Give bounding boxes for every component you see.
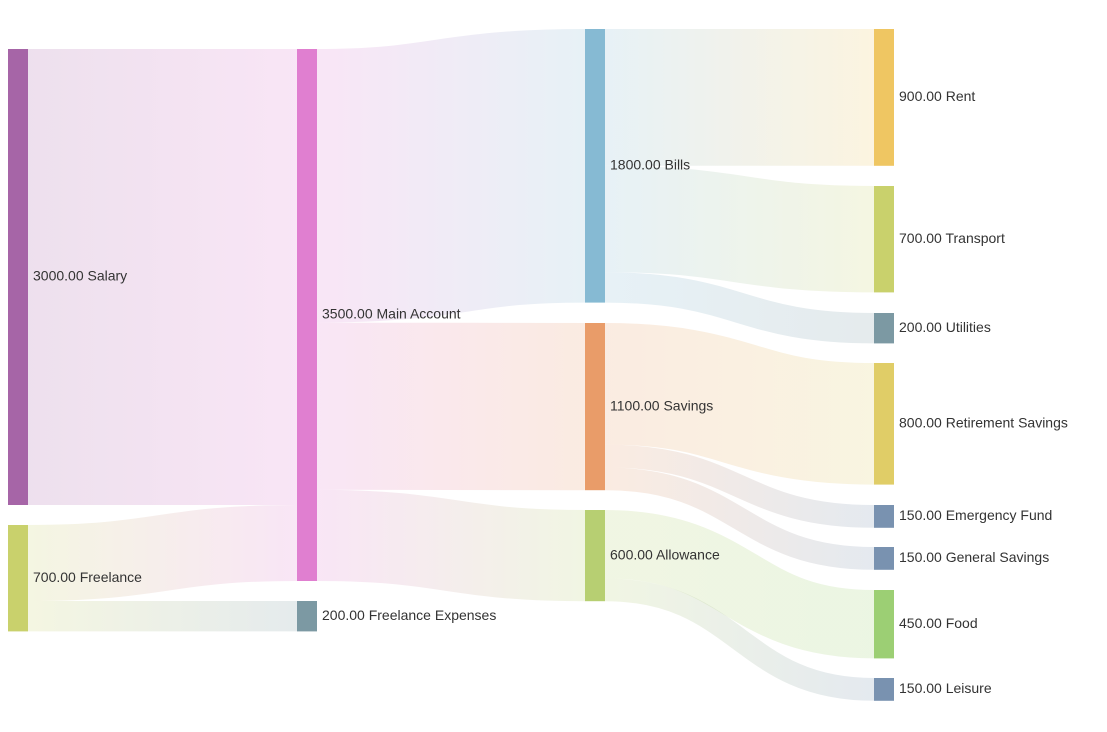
node-freelance-expenses [297, 601, 317, 632]
links-layer [27, 28, 875, 701]
link-freelance-to-main-account [27, 505, 298, 601]
node-utilities [874, 313, 894, 344]
nodes-layer [8, 29, 894, 701]
labels-layer: 3000.00 Salary 700.00 Freelance 3500.00 Ma… [33, 88, 1068, 696]
node-label-allowance: 600.00 Allowance [610, 546, 720, 562]
node-label-salary: 3000.00 Salary [33, 268, 127, 284]
node-leisure [874, 678, 894, 701]
link-allowance-to-food [604, 510, 875, 659]
node-savings [585, 323, 605, 491]
node-food [874, 590, 894, 659]
node-main-account [297, 49, 317, 581]
node-bills [585, 29, 605, 303]
link-main-account-to-bills [316, 29, 586, 323]
node-emergency-fund [874, 505, 894, 528]
link-savings-to-emergency-fund [604, 444, 875, 528]
node-label-transport: 700.00 Transport [899, 230, 1005, 246]
node-label-emergency-fund: 150.00 Emergency Fund [899, 507, 1052, 523]
node-allowance [585, 510, 605, 602]
node-label-savings: 1100.00 Savings [610, 397, 713, 413]
link-bills-to-utilities [604, 272, 875, 344]
link-savings-to-general-savings [604, 467, 875, 570]
link-savings-to-retirement-savings [604, 323, 875, 485]
node-transport [874, 186, 894, 293]
node-label-bills: 1800.00 Bills [610, 157, 690, 173]
node-label-leisure: 150.00 Leisure [899, 680, 992, 696]
node-salary [8, 49, 28, 505]
node-label-rent: 900.00 Rent [899, 88, 975, 104]
node-freelance [8, 525, 28, 632]
link-bills-to-transport [604, 165, 875, 293]
node-label-general-savings: 150.00 General Savings [899, 549, 1049, 565]
node-label-food: 450.00 Food [899, 615, 978, 631]
node-rent [874, 29, 894, 166]
node-label-freelance: 700.00 Freelance [33, 569, 142, 585]
node-general-savings [874, 547, 894, 570]
node-label-retirement-savings: 800.00 Retirement Savings [899, 415, 1068, 431]
node-label-freelance-expenses: 200.00 Freelance Expenses [322, 607, 496, 623]
node-label-main-account: 3500.00 Main Account [322, 306, 461, 322]
node-retirement-savings [874, 363, 894, 485]
node-label-utilities: 200.00 Utilities [899, 319, 991, 335]
link-allowance-to-leisure [604, 578, 875, 701]
link-main-account-to-allowance [316, 489, 586, 602]
